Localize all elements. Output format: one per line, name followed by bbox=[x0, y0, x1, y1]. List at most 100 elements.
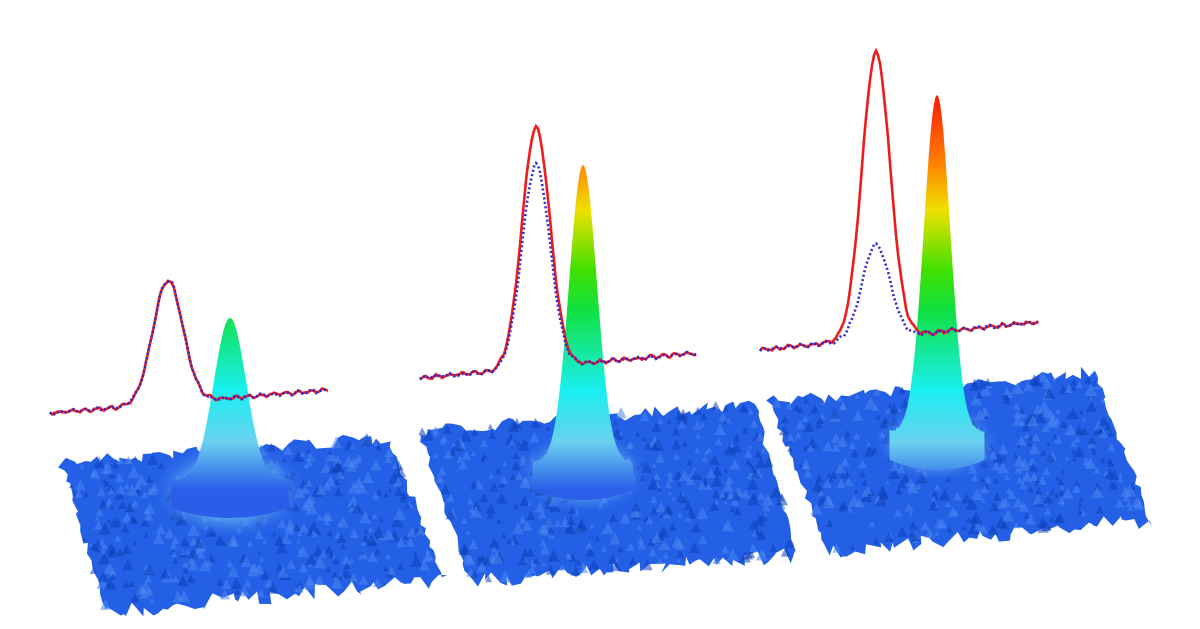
surface-texture bbox=[887, 402, 893, 408]
surface-texture bbox=[650, 506, 658, 515]
surface-texture bbox=[1043, 493, 1054, 504]
surface-texture bbox=[297, 547, 304, 554]
surface-texture bbox=[931, 490, 938, 497]
surface-texture bbox=[541, 562, 547, 567]
surface-texture bbox=[690, 467, 703, 480]
surface-texture bbox=[712, 555, 721, 564]
surface-texture bbox=[651, 532, 663, 544]
surface-texture bbox=[1098, 428, 1109, 438]
surface-texture bbox=[304, 578, 316, 590]
surface-texture bbox=[885, 480, 890, 485]
surface-texture bbox=[1030, 411, 1037, 418]
surface-texture bbox=[723, 524, 729, 529]
surface-texture bbox=[386, 565, 397, 575]
surface-texture bbox=[978, 523, 989, 534]
surface-texture bbox=[1058, 489, 1065, 496]
surface-texture bbox=[1012, 414, 1024, 427]
surface-texture bbox=[658, 538, 670, 550]
surface-texture bbox=[1049, 488, 1057, 496]
surface-texture bbox=[1055, 475, 1060, 481]
surface-texture bbox=[1018, 458, 1031, 471]
surface-texture bbox=[172, 557, 179, 565]
surface-texture bbox=[690, 521, 702, 533]
surface-texture bbox=[646, 477, 660, 490]
surface-texture bbox=[140, 517, 150, 527]
surface-texture bbox=[361, 534, 370, 543]
surface-texture bbox=[1066, 406, 1080, 420]
surface-texture bbox=[479, 438, 489, 448]
surface-texture bbox=[1003, 387, 1011, 395]
surface-texture bbox=[676, 549, 685, 558]
surface-texture bbox=[1041, 423, 1050, 432]
surface-texture bbox=[938, 489, 951, 501]
surface-texture bbox=[155, 523, 167, 535]
surface-texture bbox=[826, 472, 833, 478]
surface-texture bbox=[787, 446, 793, 452]
surface-texture bbox=[331, 576, 343, 589]
surface-texture bbox=[585, 541, 594, 550]
surface-texture bbox=[393, 477, 403, 487]
surface-texture bbox=[762, 511, 768, 517]
surface-texture bbox=[706, 446, 713, 453]
surface-texture bbox=[874, 494, 887, 507]
surface-texture bbox=[673, 470, 684, 480]
surface-texture bbox=[745, 548, 756, 559]
surface-texture bbox=[100, 548, 107, 555]
surface-texture bbox=[456, 455, 464, 463]
surface-texture bbox=[863, 485, 873, 495]
surface-texture bbox=[749, 519, 759, 530]
surface-texture bbox=[485, 503, 497, 515]
surface-texture bbox=[729, 458, 741, 470]
surface-texture bbox=[388, 488, 393, 493]
surface-texture bbox=[780, 546, 792, 557]
surface-texture bbox=[838, 500, 850, 512]
surface-texture bbox=[867, 488, 876, 497]
surface-texture bbox=[366, 533, 378, 545]
surface-texture bbox=[744, 449, 753, 458]
surface-texture bbox=[337, 516, 349, 528]
surface-texture bbox=[566, 515, 576, 526]
surface-texture bbox=[1059, 484, 1065, 490]
surface-texture bbox=[840, 457, 850, 467]
surface-texture bbox=[989, 501, 1000, 512]
surface-texture bbox=[983, 377, 992, 386]
surface-texture bbox=[530, 417, 541, 428]
surface-texture bbox=[683, 500, 693, 511]
surface-texture bbox=[1070, 449, 1076, 455]
surface-texture bbox=[729, 442, 735, 448]
surface-texture bbox=[740, 489, 751, 499]
surface-texture bbox=[909, 520, 918, 530]
surface-texture bbox=[145, 475, 154, 483]
surface-texture bbox=[351, 502, 363, 514]
surface-texture bbox=[487, 423, 493, 429]
surface-texture bbox=[1073, 479, 1080, 486]
surface-texture bbox=[130, 593, 140, 603]
surface-texture bbox=[931, 496, 937, 502]
surface-texture bbox=[326, 529, 334, 537]
surface-texture bbox=[1071, 456, 1077, 462]
surface-texture bbox=[1093, 466, 1101, 474]
surface-texture bbox=[613, 420, 619, 426]
surface-texture bbox=[615, 406, 627, 419]
surface-texture bbox=[144, 575, 152, 583]
surface-texture bbox=[524, 440, 529, 446]
surface-texture bbox=[141, 490, 149, 498]
surface-texture bbox=[726, 490, 735, 500]
surface-texture bbox=[106, 517, 112, 523]
surface-texture bbox=[349, 443, 356, 451]
surface-texture bbox=[257, 550, 262, 555]
surface-texture bbox=[656, 557, 664, 565]
surface-texture bbox=[143, 564, 155, 576]
surface-texture bbox=[1084, 376, 1092, 384]
surface-texture bbox=[1074, 425, 1084, 436]
surface-texture bbox=[554, 519, 562, 527]
surface-texture bbox=[1073, 445, 1085, 458]
surface-texture bbox=[324, 544, 334, 554]
surface-texture bbox=[933, 483, 941, 491]
surface-texture bbox=[525, 547, 535, 557]
surface-texture bbox=[967, 522, 980, 535]
surface-texture bbox=[1108, 481, 1115, 488]
surface-texture bbox=[849, 544, 855, 550]
surface-texture bbox=[323, 519, 330, 526]
